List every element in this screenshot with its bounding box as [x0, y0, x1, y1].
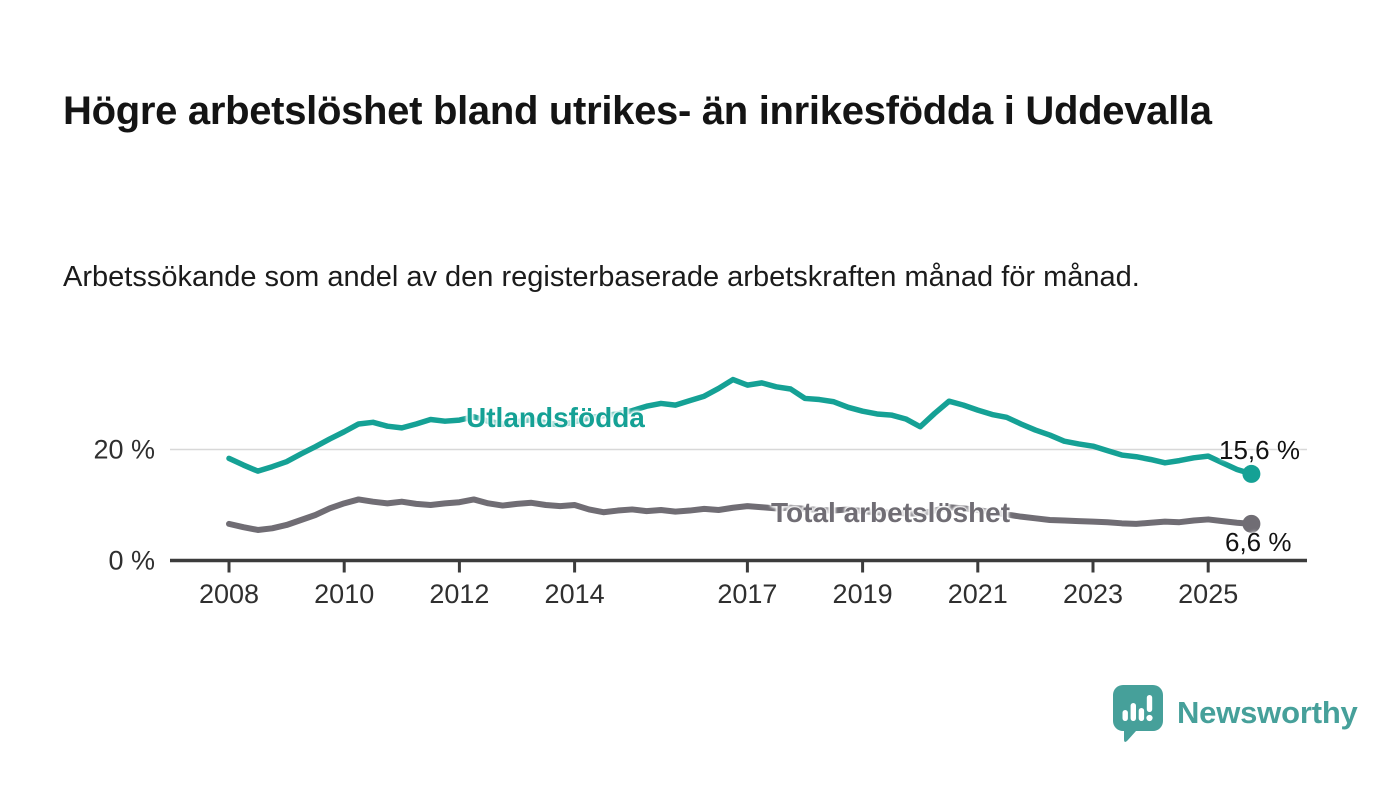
page-title: Högre arbetslöshet bland utrikes- än inr… — [63, 88, 1212, 133]
x-tick-label-2017: 2017 — [717, 579, 777, 609]
brand-footer: Newsworthy — [1112, 684, 1358, 742]
y-tick-label-0: 0 % — [108, 546, 155, 576]
x-tick-label-2008: 2008 — [199, 579, 259, 609]
line-series-0 — [226, 376, 1255, 477]
y-tick-label-20: 20 % — [93, 435, 155, 465]
x-tick-label-2014: 2014 — [545, 579, 605, 609]
chart-subtitle: Arbetssökande som andel av den registerb… — [63, 261, 1140, 293]
x-tick-label-2023: 2023 — [1063, 579, 1123, 609]
end-dot-series-0 — [1242, 464, 1261, 483]
series-label-total-arbetsloshet: Total arbetslöshet — [771, 497, 1011, 528]
x-tick-label-2019: 2019 — [833, 579, 893, 609]
end-dot-series-1 — [1242, 514, 1261, 533]
end-value-label-utlandsfodda: 15,6 % — [1219, 435, 1300, 465]
x-tick-label-2012: 2012 — [429, 579, 489, 609]
series-label-utlandsfodda: Utlandsfödda — [466, 402, 645, 433]
x-tick-label-2025: 2025 — [1178, 579, 1238, 609]
x-tick-label-2010: 2010 — [314, 579, 374, 609]
newsworthy-logo-icon — [1113, 685, 1163, 742]
brand-name: Newsworthy — [1177, 695, 1358, 730]
end-value-label-total: 6,6 % — [1225, 527, 1292, 557]
x-tick-label-2021: 2021 — [948, 579, 1008, 609]
line-series-1 — [226, 496, 1255, 533]
